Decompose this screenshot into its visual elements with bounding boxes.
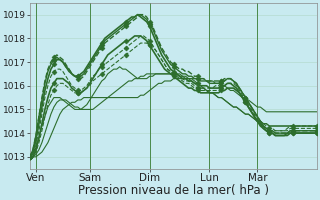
X-axis label: Pression niveau de la mer( hPa ): Pression niveau de la mer( hPa ) — [78, 184, 269, 197]
